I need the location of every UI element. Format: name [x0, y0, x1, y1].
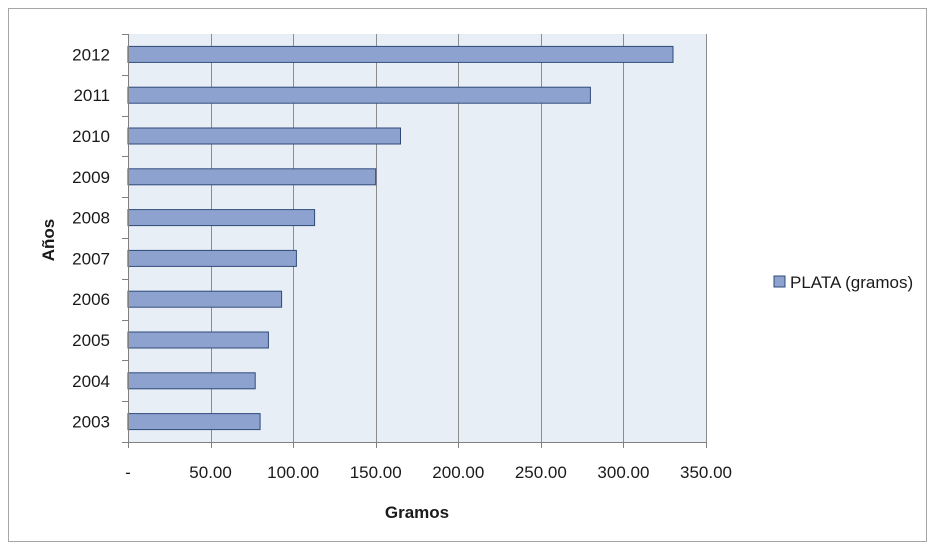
legend-swatch — [773, 275, 786, 288]
x-tick-label: 150.00 — [350, 463, 402, 482]
y-tick-label: 2006 — [72, 290, 110, 309]
x-axis-title: Gramos — [385, 503, 449, 522]
y-tick-label: 2012 — [72, 45, 110, 64]
y-tick-label: 2003 — [72, 413, 110, 432]
bar-2006 — [127, 290, 283, 308]
x-tick-label: 100.00 — [267, 463, 319, 482]
bars — [127, 45, 674, 431]
bar-2009 — [127, 168, 377, 186]
bar-2011 — [127, 86, 591, 104]
x-tick-label: - — [125, 463, 131, 482]
y-tick-labels: 2003 2004 2005 2006 2007 2008 2009 2010 2011 2012 — [72, 45, 110, 431]
legend-label: PLATA (gramos) — [790, 273, 913, 292]
x-tick-label: 50.00 — [189, 463, 232, 482]
bar-2004 — [127, 372, 256, 390]
y-tick-label: 2008 — [72, 209, 110, 228]
bar-2005 — [127, 331, 269, 349]
bar-2003 — [127, 413, 261, 431]
x-tick-label: 350.00 — [680, 463, 732, 482]
bar-2008 — [127, 209, 316, 227]
y-axis-title: Años — [39, 219, 58, 262]
x-tick-label: 300.00 — [597, 463, 649, 482]
x-tick-label: 250.00 — [515, 463, 567, 482]
bar-2007 — [127, 249, 297, 267]
axes — [122, 34, 707, 448]
y-tick-label: 2004 — [72, 372, 110, 391]
y-tick-label: 2011 — [73, 86, 110, 105]
y-tick-label: 2010 — [72, 127, 110, 146]
y-tick-label: 2007 — [72, 249, 110, 268]
y-tick-label: 2005 — [72, 331, 110, 350]
y-tick-label: 2009 — [72, 168, 110, 187]
bar-2012 — [127, 45, 674, 63]
bar-2010 — [127, 127, 401, 145]
x-tick-label: 200.00 — [432, 463, 484, 482]
legend: PLATA (gramos) — [773, 273, 913, 292]
x-tick-labels: - 50.00 100.00 150.00 200.00 250.00 300.00 350.… — [125, 463, 732, 482]
